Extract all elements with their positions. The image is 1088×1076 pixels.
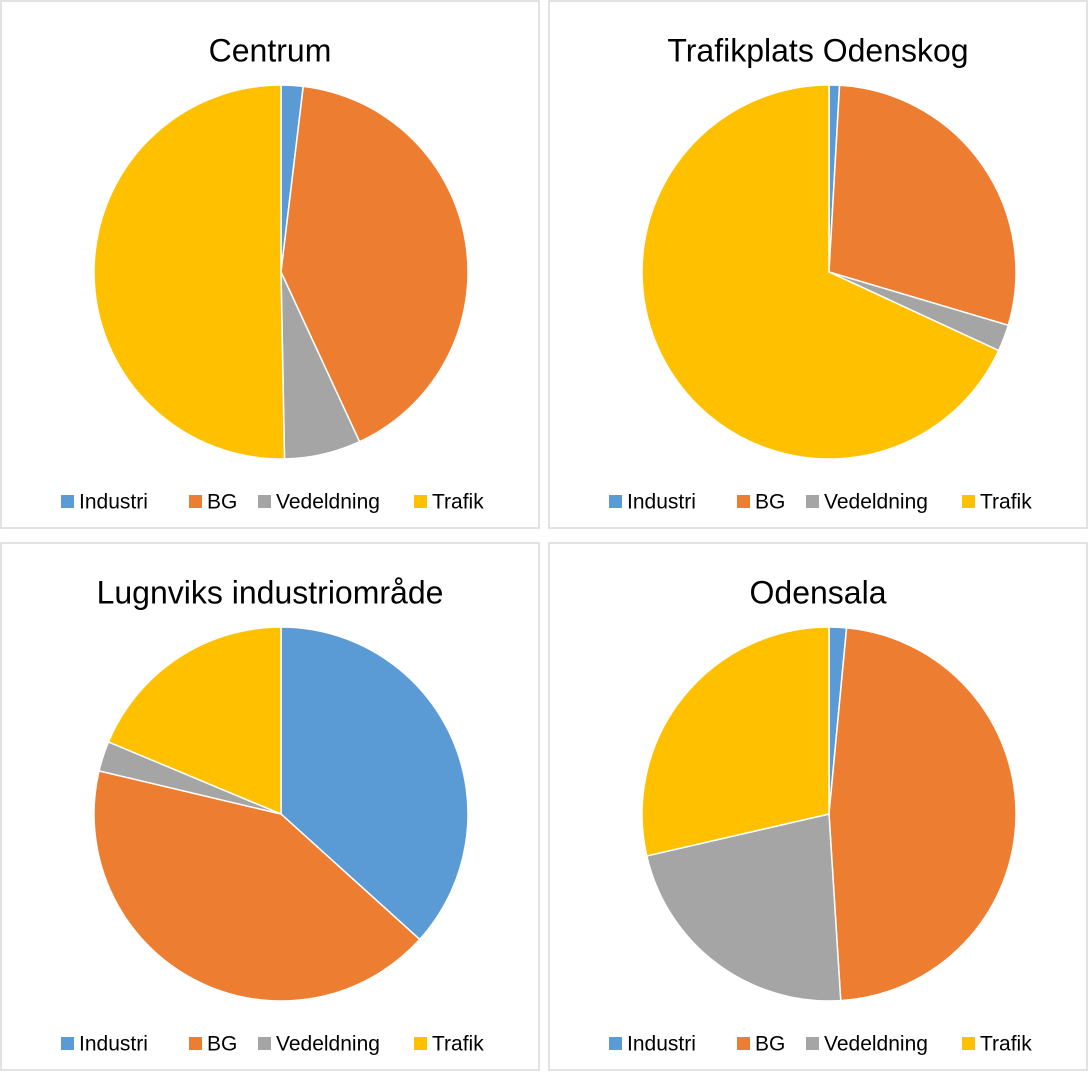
legend-swatch <box>61 495 74 508</box>
pie-slice <box>93 84 286 460</box>
legend-swatch <box>609 1037 622 1050</box>
legend-label: Vedeldning <box>276 491 380 514</box>
legend-label: Industri <box>627 491 696 514</box>
chart-title: Centrum <box>209 32 332 68</box>
legend-swatch <box>258 1037 271 1050</box>
pie-slice <box>828 84 1017 327</box>
legend-label: BG <box>755 1033 785 1056</box>
legend-swatch <box>414 1037 427 1050</box>
pie-slice <box>645 813 842 1002</box>
legend-swatch <box>258 495 271 508</box>
legend-swatch <box>962 495 975 508</box>
legend-swatch <box>806 1037 819 1050</box>
legend-swatch <box>414 495 427 508</box>
legend-label: Trafik <box>980 1033 1032 1056</box>
legend-swatch <box>189 495 202 508</box>
legend-label: BG <box>207 1033 237 1056</box>
legend-label: Vedeldning <box>824 491 928 514</box>
legend-label: Trafik <box>432 1033 484 1056</box>
legend-label: BG <box>207 491 237 514</box>
legend-label: Industri <box>79 1033 148 1056</box>
legend-swatch <box>737 495 750 508</box>
chart-title: Odensala <box>750 574 887 610</box>
legend-swatch <box>962 1037 975 1050</box>
pie-slice <box>280 85 469 443</box>
legend-label: BG <box>755 491 785 514</box>
legend-label: Trafik <box>432 491 484 514</box>
legend-swatch <box>737 1037 750 1050</box>
legend-swatch <box>806 495 819 508</box>
legend-label: Trafik <box>980 491 1032 514</box>
pie-slice <box>93 770 421 1002</box>
legend-swatch <box>61 1037 74 1050</box>
chart-title: Lugnviks industriområde <box>97 574 444 610</box>
legend-label: Vedeldning <box>276 1033 380 1056</box>
legend-label: Vedeldning <box>824 1033 928 1056</box>
legend-swatch <box>609 495 622 508</box>
pie-slice <box>641 626 830 857</box>
chart-title: Trafikplats Odenskog <box>667 32 968 68</box>
pie-slice <box>828 627 1017 1002</box>
legend-label: Industri <box>627 1033 696 1056</box>
legend-label: Industri <box>79 491 148 514</box>
pie-slice <box>107 626 282 816</box>
pie-slice <box>641 84 1000 460</box>
legend-swatch <box>189 1037 202 1050</box>
pie-slice <box>280 626 469 941</box>
